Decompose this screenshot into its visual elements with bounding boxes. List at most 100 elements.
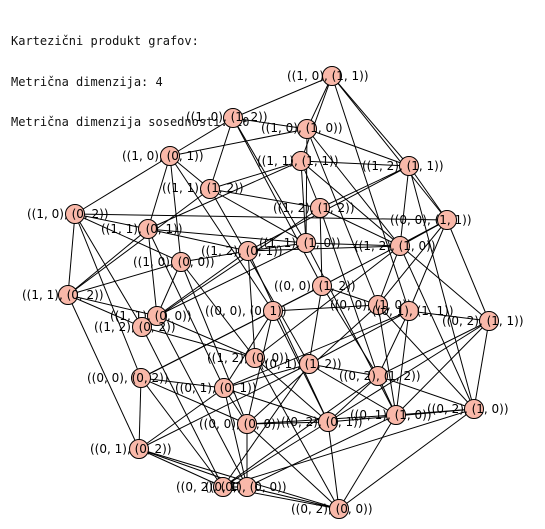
vertex-node bbox=[310, 198, 330, 218]
graph-edge bbox=[74, 213, 143, 328]
graph-edge bbox=[209, 117, 234, 190]
graph-vertex: ((1, 2), (1, 1)) bbox=[362, 156, 444, 176]
vertex-label: ((1, 1), (0, 1)) bbox=[101, 222, 183, 236]
graph-vertex: ((1, 0), (1, 0)) bbox=[261, 119, 343, 139]
vertex-node bbox=[213, 477, 233, 497]
graph-edge bbox=[327, 421, 340, 510]
graph-edge bbox=[138, 448, 340, 510]
vertex-label: ((0, 0), (1, 0)) bbox=[330, 298, 412, 312]
graph-edge bbox=[377, 310, 410, 377]
graph-edge bbox=[67, 294, 158, 317]
graph-edge bbox=[247, 250, 256, 359]
graph-edge bbox=[338, 414, 397, 510]
graph-edge bbox=[209, 188, 307, 244]
vertex-label: ((1, 0), (1, 1)) bbox=[287, 69, 369, 83]
graph-vertex: ((1, 1), (1, 2)) bbox=[162, 179, 244, 199]
vertex-label: ((1, 1), (1, 0)) bbox=[259, 236, 341, 250]
vertex-label: ((0, 1), (1, 1)) bbox=[372, 304, 454, 318]
graph-edge bbox=[319, 207, 379, 377]
vertex-label: ((1, 2), (0, 1)) bbox=[201, 244, 283, 258]
vertex-label: ((1, 1), (0, 2)) bbox=[22, 288, 104, 302]
vertex-label: ((0, 2), (0, 1)) bbox=[281, 415, 363, 429]
vertex-label: ((1, 0), (1, 2)) bbox=[186, 110, 268, 124]
graph-edge bbox=[377, 320, 490, 377]
graph-edge bbox=[147, 228, 225, 389]
graph-edge bbox=[408, 165, 448, 221]
graph-edge bbox=[169, 155, 274, 312]
graph-vertex: ((1, 2), (1, 0)) bbox=[354, 236, 436, 256]
graph-edge bbox=[247, 245, 401, 252]
graph-edge bbox=[67, 228, 149, 296]
graph-vertex: ((0, 1), (1, 2)) bbox=[260, 354, 342, 374]
vertex-label: ((0, 2), (0, 0)) bbox=[291, 502, 373, 516]
vertex-node bbox=[263, 301, 283, 321]
graph-edge bbox=[180, 261, 248, 425]
vertex-node bbox=[129, 439, 149, 459]
vertex-node bbox=[390, 236, 410, 256]
graph-edge bbox=[147, 160, 302, 230]
vertex-node bbox=[237, 477, 257, 497]
graph-edge bbox=[138, 363, 310, 450]
vertex-node bbox=[318, 412, 338, 432]
vertex-label: ((0, 0), (1, 1)) bbox=[390, 213, 472, 227]
vertex-node bbox=[132, 317, 152, 337]
vertex-node bbox=[58, 285, 78, 305]
graph-edge bbox=[147, 155, 171, 230]
graph-edge bbox=[141, 326, 224, 488]
graph-vertex: ((0, 1), (0, 2)) bbox=[90, 439, 172, 459]
graph-edge bbox=[308, 310, 410, 365]
vertex-node bbox=[368, 366, 388, 386]
graph-vertex: ((0, 1), (0, 1)) bbox=[175, 378, 257, 398]
graph-edge bbox=[254, 357, 329, 423]
graph-edge bbox=[140, 377, 248, 425]
vertex-label: ((0, 2), (1, 2)) bbox=[339, 369, 421, 383]
graph-edge bbox=[223, 310, 274, 389]
vertex-node bbox=[296, 233, 316, 253]
graph-edge bbox=[222, 375, 379, 488]
graph-vertex: ((1, 0), (0, 2)) bbox=[27, 204, 109, 224]
title-line: Kartezični produkt grafov: bbox=[11, 34, 199, 48]
graph-vertex: ((0, 0), (1, 0)) bbox=[330, 295, 412, 315]
adjacency-dimension-line: Metrična dimenzija sosednosti: 10 bbox=[11, 115, 250, 129]
vertex-node bbox=[238, 241, 258, 261]
graph-edge bbox=[254, 245, 401, 359]
graph-edge bbox=[223, 310, 410, 389]
vertex-node bbox=[131, 368, 151, 388]
graph-edge bbox=[308, 363, 379, 377]
vertex-label: ((1, 2), (1, 1)) bbox=[362, 159, 444, 173]
graph-edge bbox=[67, 261, 182, 296]
graph-edge bbox=[305, 242, 401, 247]
vertex-layer: ((1, 0), (1, 1))((1, 0), (1, 2))((1, 0),… bbox=[22, 66, 524, 519]
graph-edge bbox=[327, 375, 379, 423]
graph-edge bbox=[408, 165, 475, 410]
graph-edge bbox=[138, 377, 142, 450]
graph-edge bbox=[377, 245, 401, 306]
graph-vertex: ((1, 1), (1, 1)) bbox=[257, 151, 339, 171]
graph-edge bbox=[67, 294, 143, 328]
graph-edge bbox=[147, 228, 249, 252]
graph-edge bbox=[67, 213, 76, 296]
graph-vertex: ((1, 2), (1, 2)) bbox=[273, 198, 355, 218]
graph-edge bbox=[74, 213, 182, 263]
vertex-node bbox=[437, 210, 457, 230]
vertex-label: ((0, 0), (0, 0)) bbox=[199, 417, 281, 431]
graph-edge bbox=[138, 448, 224, 488]
graph-edge bbox=[74, 213, 142, 379]
graph-edge bbox=[223, 387, 248, 488]
vertex-label: ((1, 1), (1, 1)) bbox=[257, 154, 339, 168]
graph-edge bbox=[67, 188, 211, 296]
vertex-node bbox=[299, 354, 319, 374]
vertex-node bbox=[479, 311, 499, 331]
vertex-node bbox=[464, 399, 484, 419]
vertex-label: ((0, 1), (0, 1)) bbox=[175, 381, 257, 395]
graph-edge bbox=[377, 304, 475, 410]
graph-edge bbox=[169, 117, 234, 157]
vertex-node bbox=[312, 276, 332, 296]
graph-edge bbox=[140, 377, 224, 488]
graph-edge bbox=[331, 75, 448, 221]
vertex-label: ((1, 0), (0, 1)) bbox=[122, 149, 204, 163]
graph-edge bbox=[180, 250, 249, 263]
graph-edge bbox=[223, 363, 310, 389]
vertex-label: ((0, 1), (0, 0)) bbox=[205, 480, 287, 494]
graph-edge bbox=[169, 128, 308, 157]
